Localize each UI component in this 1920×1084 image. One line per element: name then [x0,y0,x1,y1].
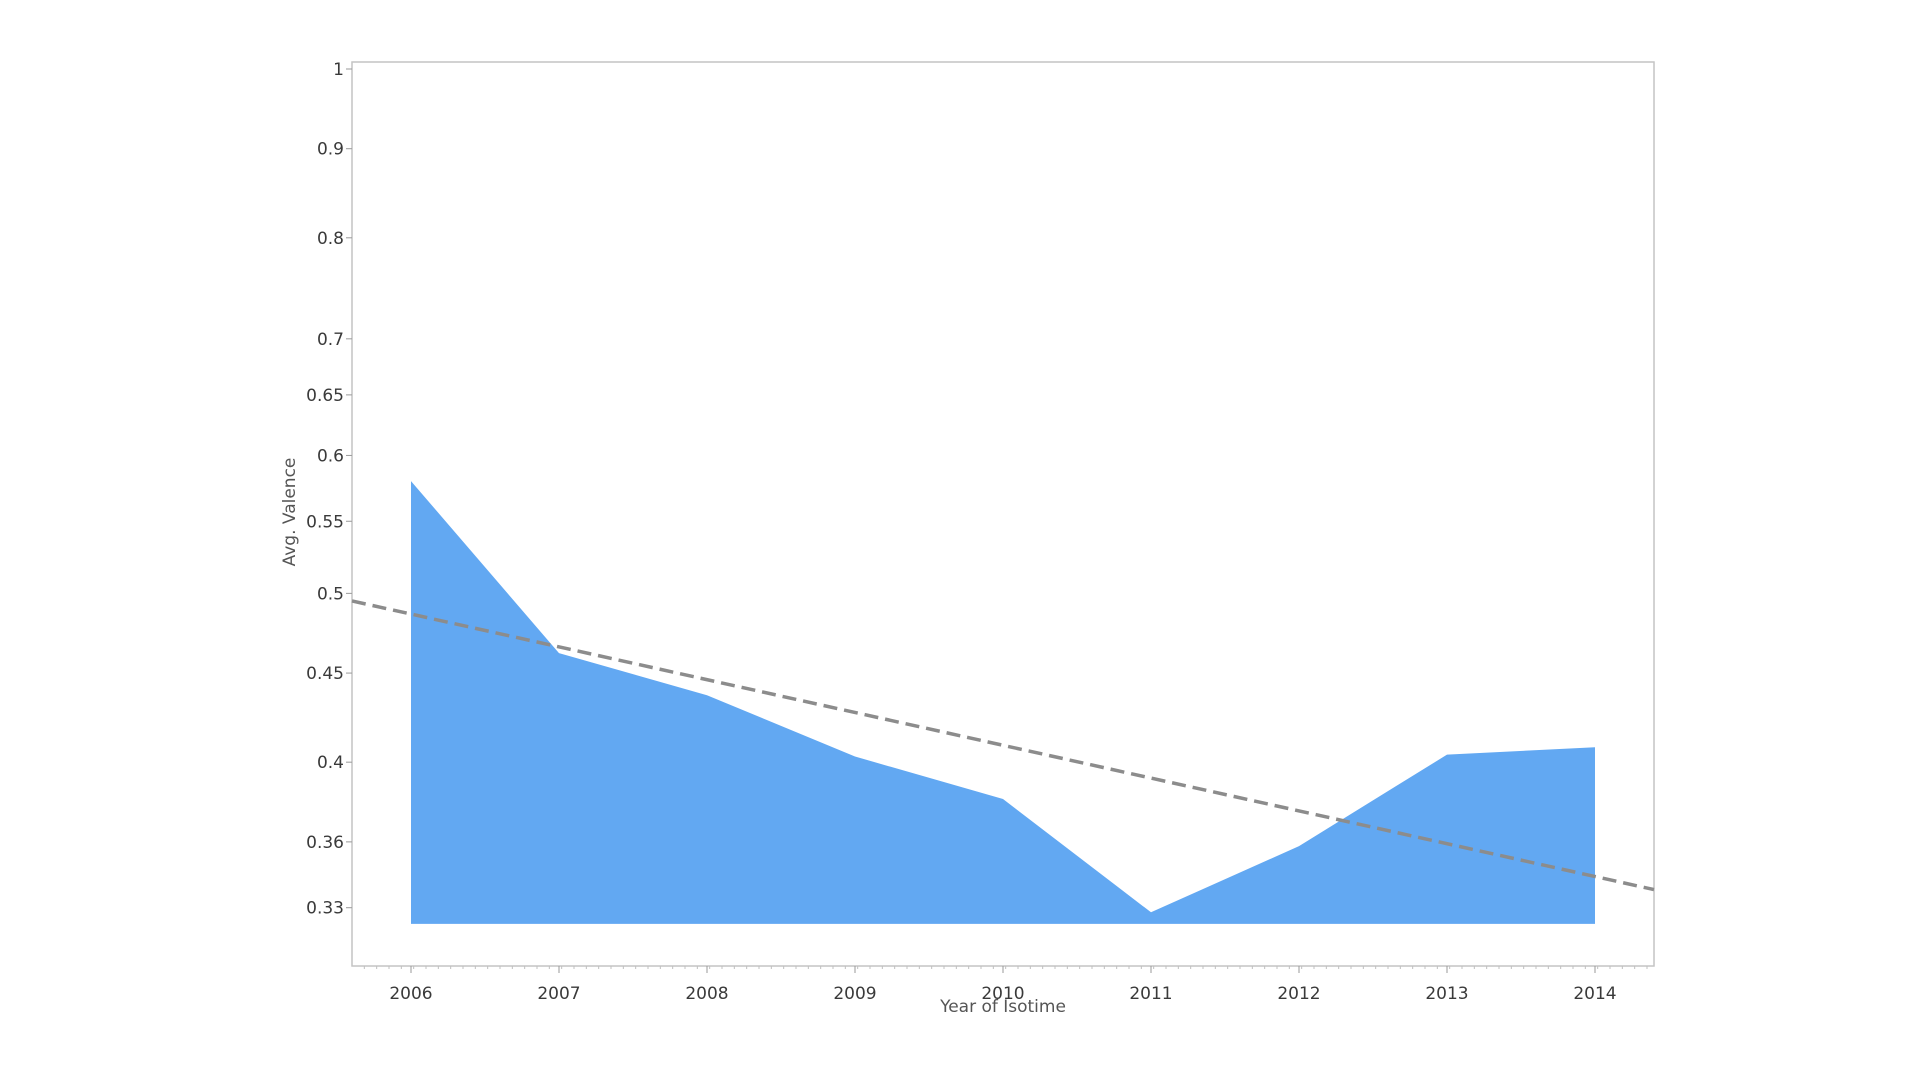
y-tick-label: 0.55 [306,512,344,532]
x-tick-label: 2008 [685,984,728,1004]
x-tick-label: 2006 [389,984,432,1004]
y-tick-label: 0.33 [306,899,344,919]
area-layer [411,481,1595,924]
y-tick-label: 0.9 [317,140,344,160]
trend-layer [351,599,1655,892]
y-tick-label: 0.7 [317,330,344,350]
y-axis: 1 0.9 0.8 0.7 0.65 0.6 0.55 0.5 0.45 0.4 0.36 0.33 [306,60,352,919]
x-tick-label: 2010 [981,984,1024,1004]
y-tick-label: 0.45 [306,664,344,684]
x-tick-label: 2011 [1129,984,1172,1004]
x-tick-label: 2014 [1573,984,1616,1004]
x-tick-label: 2012 [1277,984,1320,1004]
x-tick-label: 2009 [833,984,876,1004]
trend-line [351,599,1655,892]
y-axis-title: Avg. Valence [280,458,300,567]
x-axis: 2006 2007 2008 2009 2010 2011 2012 2013 2014 [363,966,1648,1004]
x-tick-label: 2007 [537,984,580,1004]
area-series-0 [411,481,1595,924]
y-tick-label: 0.4 [317,753,344,773]
y-tick-label: 0.6 [317,446,344,466]
x-axis-title: Year of Isotime [939,997,1066,1017]
y-tick-label: 0.8 [317,229,344,249]
y-tick-label: 0.65 [306,386,344,406]
y-tick-label: 1 [333,60,344,80]
y-tick-label: 0.36 [306,833,344,853]
x-tick-label: 2013 [1425,984,1468,1004]
y-tick-label: 0.5 [317,584,344,604]
